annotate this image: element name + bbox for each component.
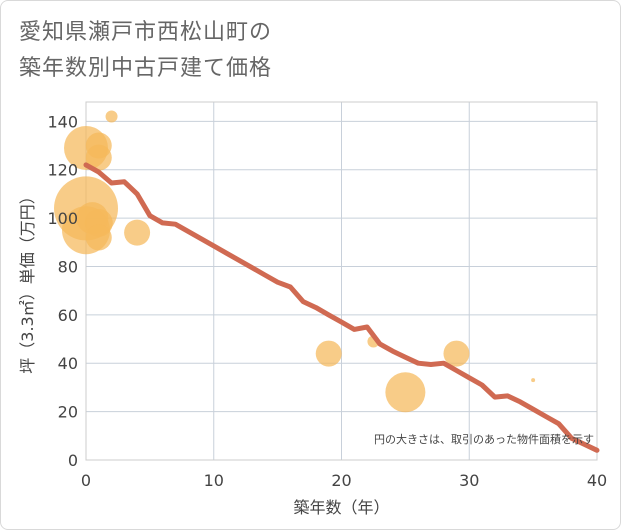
chart-title: 愛知県瀬戸市西松山町の 築年数別中古戸建て価格: [19, 15, 272, 87]
y-tick-label: 20: [58, 403, 78, 422]
x-tick-label: 20: [331, 471, 351, 490]
bubble-point: [443, 340, 470, 367]
grid-lines: [85, 102, 598, 461]
x-tick-label: 40: [587, 471, 607, 490]
y-tick-label: 140: [47, 112, 78, 131]
y-axis-title: 坪（3.3㎡）単価（万円）: [18, 188, 37, 373]
bubble-point: [315, 340, 342, 367]
bubble-point: [531, 378, 536, 383]
bubble-point: [85, 224, 112, 251]
y-tick-label: 100: [47, 209, 78, 228]
size-note: 円の大きさは、取引のあった物件面積を示す: [374, 432, 594, 446]
trend-line: [83, 162, 600, 453]
bubble-point: [85, 144, 112, 171]
bubble-point: [124, 219, 151, 246]
y-tick-label: 0: [68, 451, 78, 470]
bubble-series: [54, 110, 536, 413]
x-axis-title: 築年数（年）: [293, 498, 389, 517]
y-tick-label: 80: [58, 257, 78, 276]
chart-title-line-2: 築年数別中古戸建て価格: [19, 56, 273, 81]
tick-labels: 0 20 40 60 80 100 120 140 0 10 20 30 40: [47, 112, 607, 490]
chart-title-line-1: 愛知県瀬戸市西松山町の: [19, 20, 273, 45]
y-tick-label: 120: [47, 161, 78, 180]
x-tick-label: 10: [204, 471, 224, 490]
x-tick-label: 30: [459, 471, 479, 490]
plot-area: [85, 101, 598, 461]
bubble-point: [105, 110, 118, 123]
x-tick-label: 0: [81, 471, 91, 490]
bubble-point: [385, 372, 426, 413]
y-tick-label: 60: [58, 306, 78, 325]
y-tick-label: 40: [58, 354, 78, 373]
